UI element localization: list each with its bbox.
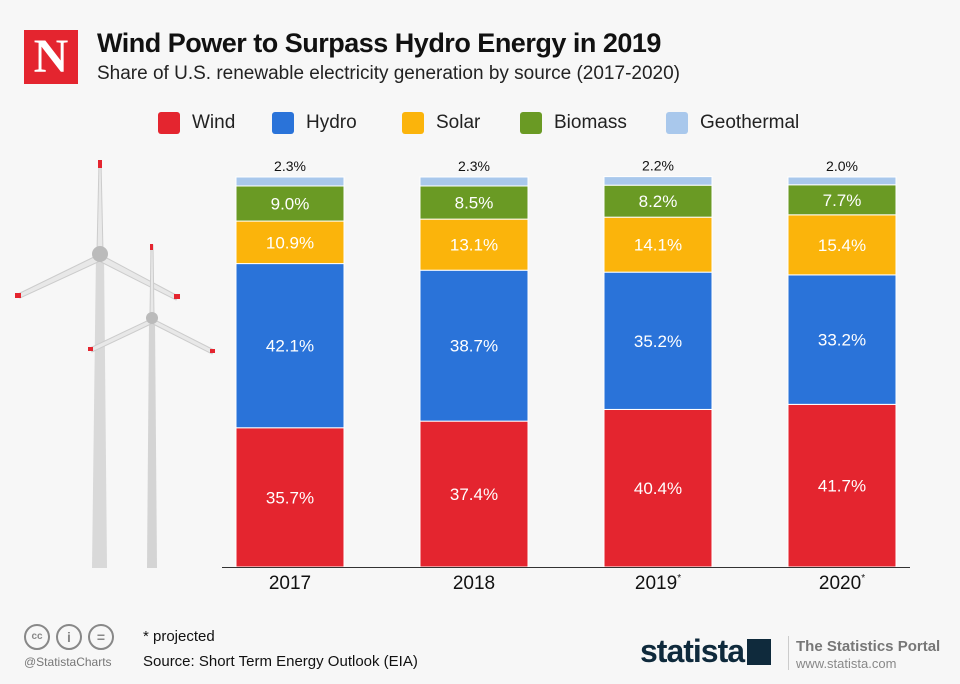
bar-wind-2018 — [419, 420, 529, 568]
data-label: 35.2% — [634, 332, 682, 351]
bar-geothermal-2017 — [235, 176, 345, 187]
wind-turbine-illustration — [15, 160, 215, 568]
source-note: Source: Short Term Energy Outlook (EIA) — [143, 653, 418, 670]
attribution-icon: i — [56, 624, 82, 650]
cc-icon: cc — [24, 624, 50, 650]
legend-label: Solar — [436, 112, 481, 133]
data-label: 40.4% — [634, 479, 682, 498]
bar-wind-2020 — [787, 403, 897, 568]
data-label: 15.4% — [818, 236, 866, 255]
bar-solar-2020 — [787, 214, 897, 276]
legend-swatch — [520, 112, 542, 134]
bar-hydro-2019 — [603, 271, 713, 410]
bar-biomass-2017 — [235, 185, 345, 222]
bar-wind-2017 — [235, 427, 345, 568]
newsweek-logo: N — [24, 30, 78, 84]
data-label: 33.2% — [818, 331, 866, 350]
legend-label: Biomass — [554, 112, 627, 133]
no-derivatives-icon: = — [88, 624, 114, 650]
chart-subtitle: Share of U.S. renewable electricity gene… — [97, 63, 680, 84]
statista-url: www.statista.com — [796, 656, 897, 671]
legend-item-geothermal: Geothermal — [666, 112, 799, 134]
legend-item-hydro: Hydro — [272, 112, 357, 134]
data-label: 8.5% — [455, 194, 494, 213]
data-label: 9.0% — [271, 195, 310, 214]
data-label: 35.7% — [266, 488, 314, 507]
bar-hydro-2018 — [419, 269, 529, 422]
statista-logo-icon — [747, 639, 771, 665]
legend-label: Hydro — [306, 112, 357, 133]
data-label: 13.1% — [450, 236, 498, 255]
legend-swatch — [402, 112, 424, 134]
chart-title: Wind Power to Surpass Hydro Energy in 20… — [97, 28, 661, 58]
bar-solar-2018 — [419, 218, 529, 271]
bar-solar-2017 — [235, 220, 345, 265]
bar-geothermal-2018 — [419, 176, 529, 187]
x-tick-label: 2017 — [269, 573, 311, 594]
legend-swatch — [158, 112, 180, 134]
legend-item-biomass: Biomass — [520, 112, 627, 134]
bar-wind-2019 — [603, 408, 713, 568]
x-tick-label: 2020* — [819, 573, 865, 594]
legend-label: Geothermal — [700, 112, 800, 133]
x-tick-label: 2019* — [635, 573, 681, 594]
data-label: 10.9% — [266, 233, 314, 252]
bar-geothermal-2019 — [603, 176, 713, 186]
legend-swatch — [272, 112, 294, 134]
legend-label: Wind — [192, 112, 236, 133]
license-icons: cc i = — [24, 624, 114, 650]
data-label: 38.7% — [450, 337, 498, 356]
data-label: 37.4% — [450, 485, 498, 504]
data-label: 7.7% — [823, 191, 862, 210]
legend-swatch — [666, 112, 688, 134]
legend-item-wind: Wind — [158, 112, 235, 134]
statista-logo: statista — [640, 633, 745, 669]
data-label: 8.2% — [639, 192, 678, 211]
bar-biomass-2019 — [603, 184, 713, 218]
bar-biomass-2020 — [787, 184, 897, 216]
data-label: 14.1% — [634, 236, 682, 255]
projected-note: * projected — [143, 628, 215, 645]
data-label: 2.2% — [642, 158, 674, 174]
data-label: 2.3% — [458, 158, 490, 174]
data-label: 42.1% — [266, 337, 314, 356]
bar-hydro-2017 — [235, 263, 345, 429]
data-label: 2.3% — [274, 158, 306, 174]
data-label: 2.0% — [826, 158, 858, 174]
x-tick-label: 2018 — [453, 573, 495, 594]
bar-solar-2019 — [603, 216, 713, 273]
legend-item-solar: Solar — [402, 112, 480, 134]
data-label: 41.7% — [818, 477, 866, 496]
statista-handle: @StatistaCharts — [24, 655, 112, 669]
portal-label: The Statistics Portal — [796, 638, 941, 655]
bar-geothermal-2020 — [787, 176, 897, 186]
